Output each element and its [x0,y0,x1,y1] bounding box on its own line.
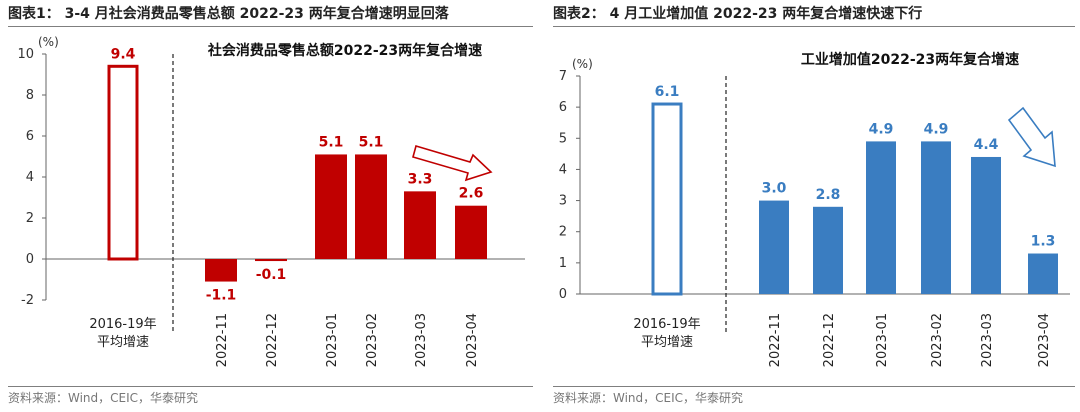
left-chart: -2 0 2 4 6 8 10 (%) 社会消费品零售总额2022-23两年复合增速 9.4 201… [17,35,525,367]
left-footer-rule [8,386,533,387]
right-category-label: 2023-04 [1037,313,1052,367]
left-y-tick-label: 4 [26,170,34,185]
right-y-tick-label: 2 [559,225,567,240]
right-trend-arrow [1007,106,1056,168]
left-y-tick-label: 6 [26,129,34,144]
left-category-label: 2023-01 [325,313,340,367]
right-y-tick-label: 3 [559,194,567,209]
left-source-note: 资料来源：Wind，CEIC，华泰研究 [8,391,199,405]
left-bar [315,154,347,259]
right-category-label: 平均增速 [641,335,693,350]
right-footer-rule [553,386,1075,387]
left-chart-title: 图表1： 3-4 月社会消费品零售总额 2022-23 两年复合增速明显回落 [8,6,449,22]
right-y-tick-label: 1 [559,256,567,271]
right-inner-title: 工业增加值2022-23两年复合增速 [801,51,1019,68]
right-data-label: 6.1 [655,84,680,100]
left-category-label: 2023-04 [465,313,480,367]
left-category-label: 平均增速 [97,335,149,350]
left-title-rule [8,26,533,27]
right-category-label: 2023-03 [980,313,995,367]
left-y-tick-label: 8 [26,88,34,103]
left-data-label: -0.1 [256,267,287,283]
left-y-unit-label: (%) [38,35,59,49]
right-source-note: 资料来源：Wind，CEIC，华泰研究 [553,391,744,405]
right-category-label: 2022-11 [768,313,783,367]
left-data-label: -1.1 [206,288,237,304]
right-data-label: 4.9 [924,121,949,137]
right-category-label: 2023-01 [875,313,890,367]
right-y-tick-label: 4 [559,162,567,177]
left-y-tick-label: -2 [21,293,34,308]
left-bar [355,154,387,259]
right-y-tick-label: 5 [559,131,567,146]
left-trend-arrow [412,145,493,182]
left-y-tick-label: 2 [26,211,34,226]
left-bar-baseline [107,64,139,261]
right-category-label: 2022-12 [822,313,837,367]
right-y-tick-label: 7 [559,69,567,84]
right-chart: 0 1 2 3 4 5 6 7 (%) 工业增加值2022-23两年复合增速 6.1 2016-19年… [559,51,1070,367]
right-bar [1028,253,1058,294]
left-inner-title: 社会消费品零售总额2022-23两年复合增速 [207,42,482,59]
right-category-label: 2016-19年 [633,317,700,332]
left-y-tick-label: 10 [17,47,34,62]
left-bar [404,191,436,259]
right-bar-baseline [651,102,683,296]
left-category-label: 2023-02 [365,313,380,367]
left-bar [455,205,487,259]
right-data-label: 4.4 [974,137,999,153]
left-category-label: 2023-03 [414,313,429,367]
right-bar [921,141,951,294]
left-data-label: 3.3 [408,171,433,187]
right-y-tick-label: 6 [559,100,567,115]
left-data-label: 9.4 [111,46,136,62]
right-data-label: 1.3 [1031,234,1056,250]
right-category-label: 2023-02 [930,313,945,367]
right-data-label: 4.9 [869,121,894,137]
right-bar [971,156,1001,294]
left-y-tick-label: 0 [26,252,34,267]
right-chart-title: 图表2： 4 月工业增加值 2022-23 两年复合增速快速下行 [553,6,923,22]
left-category-label: 2022-11 [215,313,230,367]
right-y-unit-label: (%) [572,57,593,71]
right-bar [866,141,896,294]
left-category-label: 2016-19年 [89,317,156,332]
left-data-label: 2.6 [459,186,484,202]
right-title-rule [553,26,1075,27]
right-data-label: 2.8 [816,187,841,203]
left-data-label: 5.1 [319,134,344,150]
left-data-label: 5.1 [359,134,384,150]
left-category-label: 2022-12 [265,313,280,367]
right-data-label: 3.0 [762,181,787,197]
left-bar [255,259,287,262]
right-y-tick-label: 0 [559,287,567,302]
right-bar [759,200,789,294]
right-bar [813,206,843,294]
left-bar [205,259,237,282]
